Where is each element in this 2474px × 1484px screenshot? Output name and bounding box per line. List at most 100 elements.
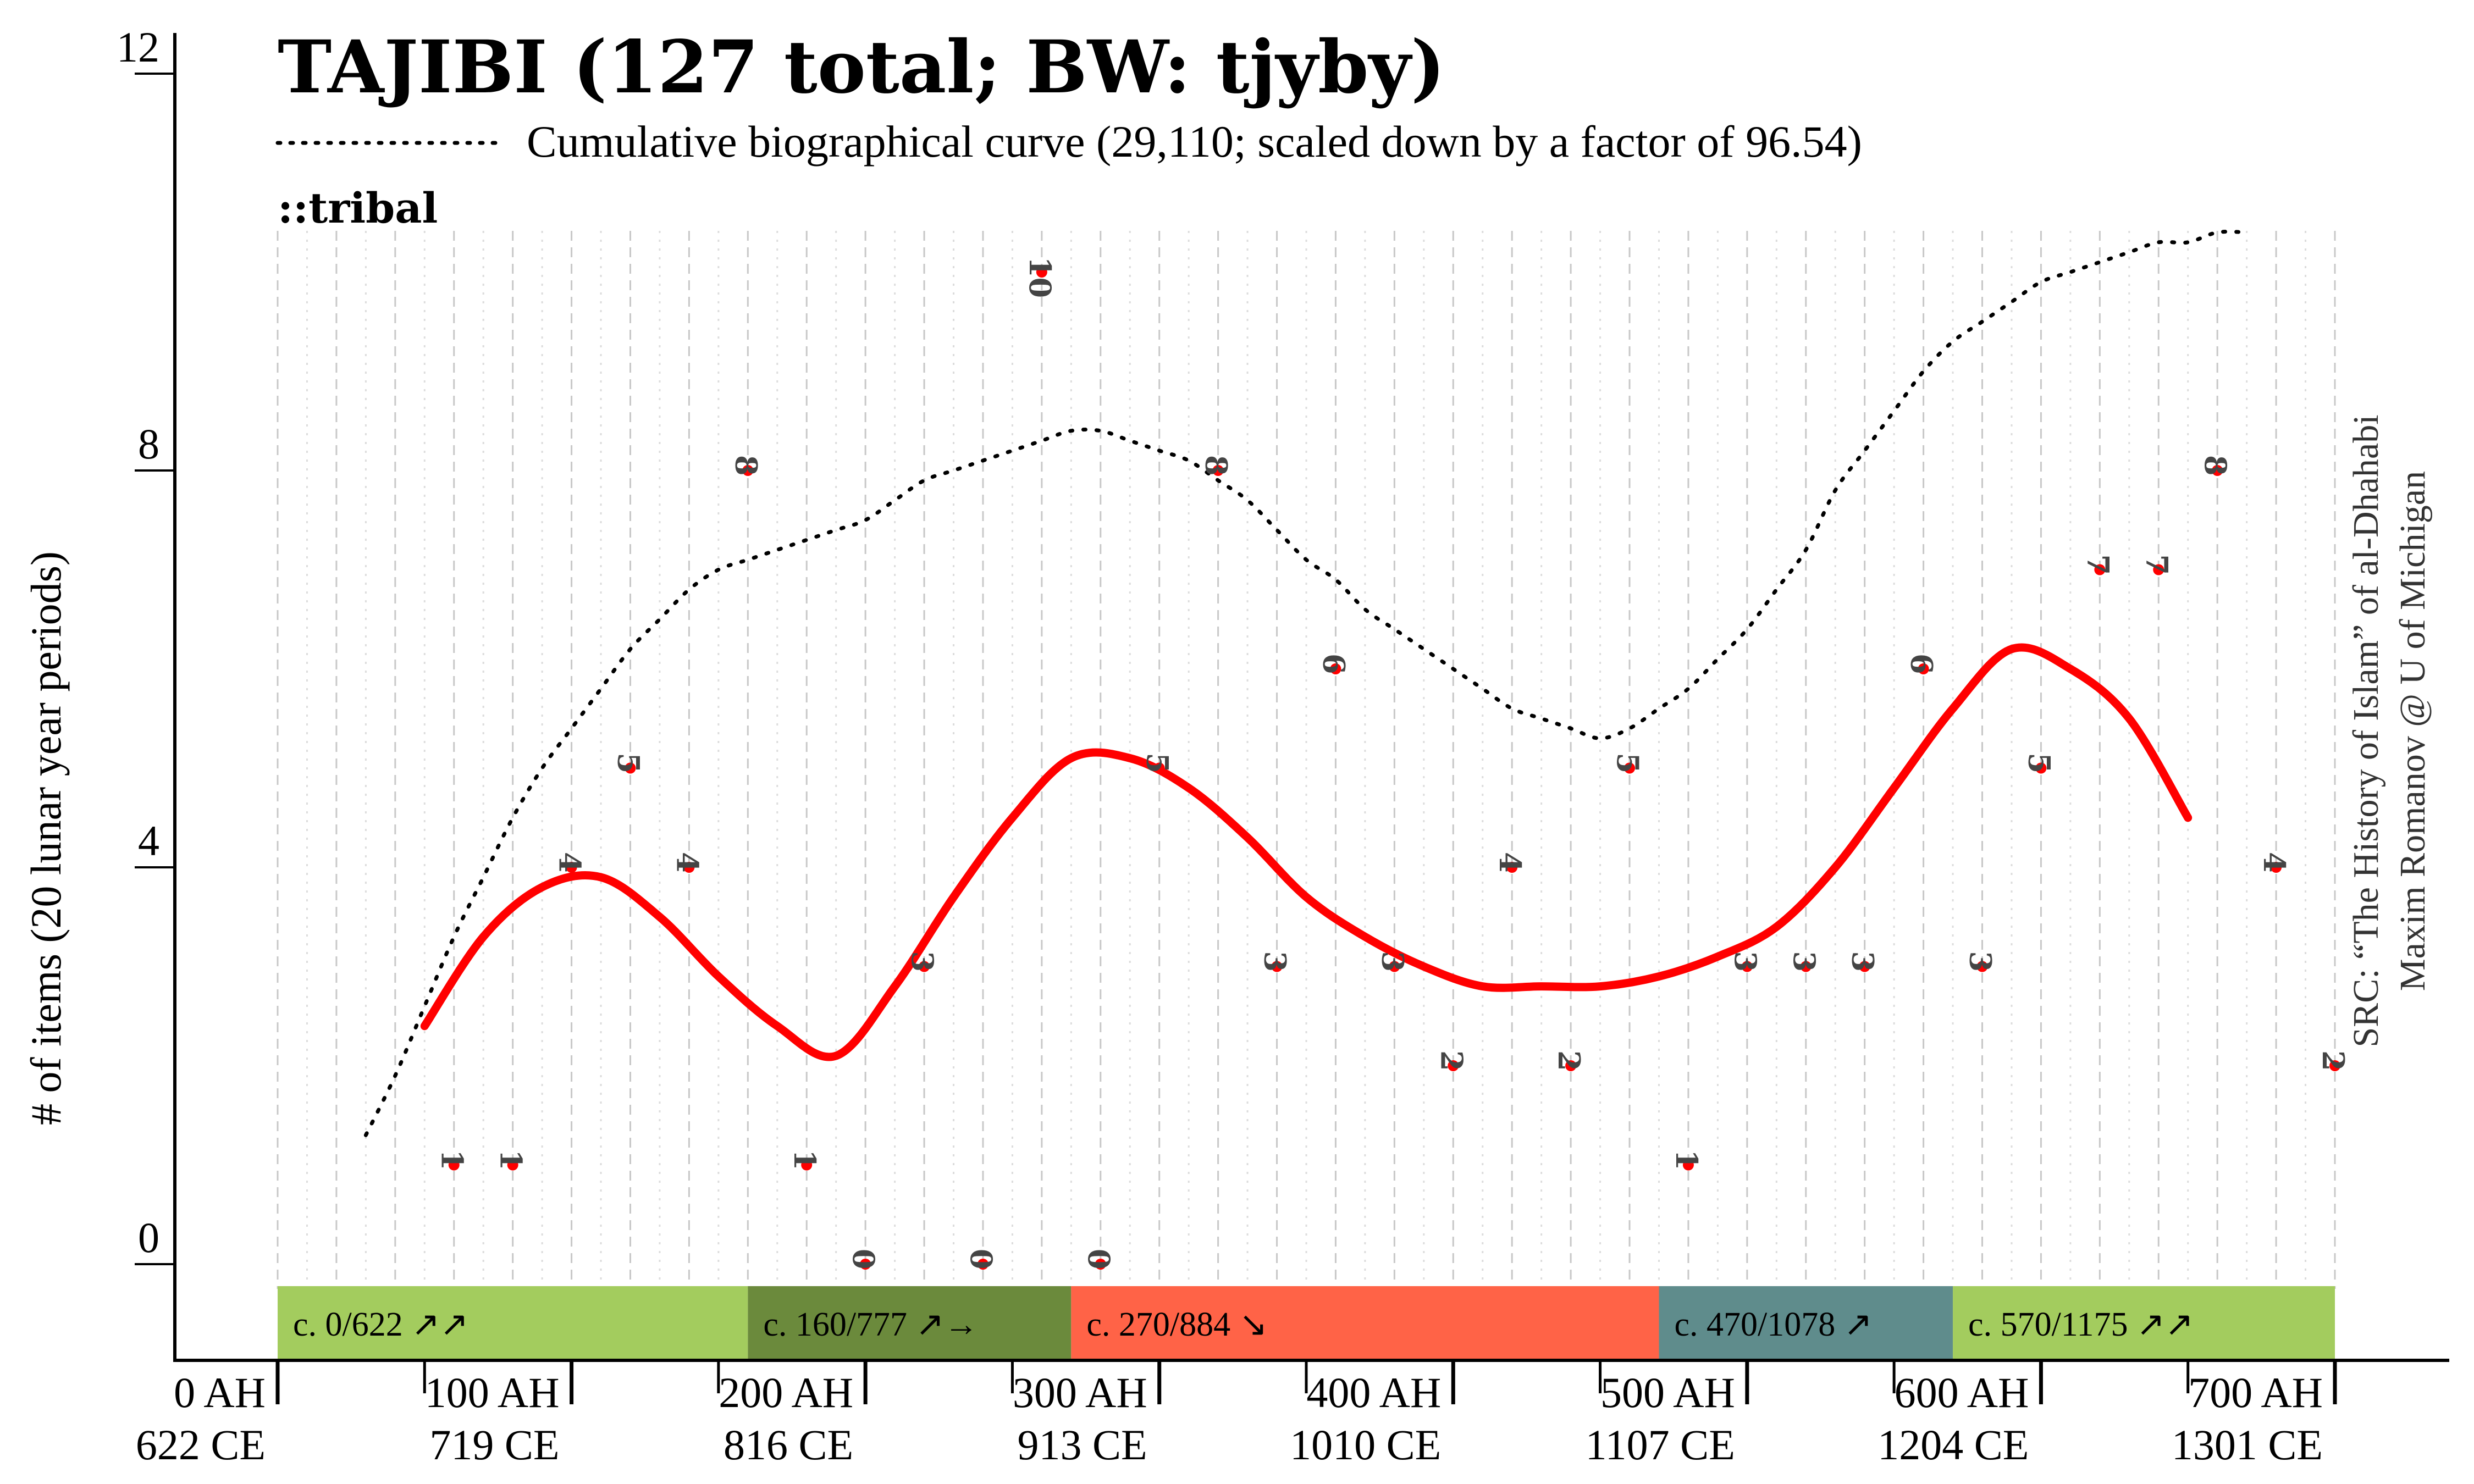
data-point: [1859, 961, 1870, 972]
period-label: c. 0/622 ↗↗: [293, 1306, 468, 1343]
data-point: [1741, 961, 1753, 972]
data-point: [860, 1259, 871, 1270]
data-point-label: 8: [728, 455, 764, 476]
x-tick-label-ce: 1204 CE: [1877, 1421, 2029, 1469]
data-point: [1506, 862, 1518, 873]
data-point-label: 10: [1023, 257, 1058, 298]
x-tick-label-ce: 1301 CE: [2172, 1421, 2323, 1469]
data-point-label: 7: [2080, 555, 2116, 575]
data-point-label: 3: [1846, 951, 1881, 972]
x-tick-label-ce: 1010 CE: [1290, 1421, 1441, 1469]
data-point: [1448, 1060, 1459, 1071]
data-point-label: 0: [964, 1249, 999, 1270]
data-point-label: 8: [2198, 455, 2233, 476]
data-point-label: 2: [1434, 1050, 1469, 1071]
x-tick-label-ah: 700 AH: [2188, 1369, 2323, 1416]
data-point: [2153, 564, 2164, 575]
data-point-label: 1: [494, 1150, 529, 1171]
period-bands: c. 0/622 ↗↗ c. 160/777 ↗→ c. 270/884 ↘ c. 4…: [278, 1286, 2335, 1359]
period-label: c. 570/1175 ↗↗: [1968, 1306, 2194, 1343]
data-point-label: 4: [2257, 852, 2292, 873]
data-point-label: 7: [2139, 555, 2174, 575]
y-tick-label: 8: [138, 420, 159, 468]
x-tick-label-ah: 600 AH: [1895, 1369, 2029, 1416]
x-tick-label-ah: 100 AH: [425, 1369, 560, 1416]
y-tick-label: 4: [138, 817, 159, 865]
data-point: [1036, 267, 1047, 278]
data-point-label: 2: [2316, 1050, 2351, 1071]
smoothed-curve: [420, 643, 2193, 1061]
data-point: [625, 762, 636, 774]
data-point: [683, 862, 695, 873]
period-band: [1659, 1286, 1953, 1359]
cumulative-curve: [363, 229, 2249, 1137]
x-tick-label-ah: 200 AH: [719, 1369, 853, 1416]
data-point: [1212, 465, 1224, 476]
data-point-label: 5: [611, 753, 646, 774]
data-point-label: 4: [670, 852, 705, 873]
data-point: [1976, 961, 1988, 972]
data-point-label: 5: [1140, 753, 1175, 774]
data-point: [1271, 961, 1283, 972]
y-tick-label: 0: [138, 1214, 159, 1261]
data-point-label: 4: [553, 852, 588, 873]
data-point: [507, 1159, 518, 1171]
data-point-label: 3: [1258, 951, 1293, 972]
data-point: [2094, 564, 2106, 575]
data-point: [1800, 961, 1812, 972]
data-point: [919, 961, 930, 972]
x-tick-label-ce: 719 CE: [429, 1421, 559, 1469]
chart-title: TAJIBI (127 total; BW: tjyby): [278, 25, 1445, 110]
data-point: [2212, 465, 2223, 476]
cumulative-legend-text: Cumulative biographical curve (29,110; s…: [527, 117, 1862, 167]
data-point-label: 4: [1493, 852, 1528, 873]
data-point: [2329, 1060, 2340, 1071]
x-tick-label-ce: 913 CE: [1018, 1421, 1147, 1469]
x-tick-label-ah: 300 AH: [1013, 1369, 1147, 1416]
data-point: [1389, 961, 1400, 972]
x-tick-label-ah: 400 AH: [1306, 1369, 1441, 1416]
data-point: [2271, 862, 2282, 873]
data-point-label: 3: [1787, 951, 1822, 972]
data-point-label: 1: [1669, 1150, 1704, 1171]
x-tick-label-ce: 622 CE: [136, 1421, 266, 1469]
source-credit: SRC: “The History of Islam” of al-Dhahab…: [2346, 414, 2386, 1047]
period-band: [1953, 1286, 2335, 1359]
period-label: c. 270/884 ↘: [1086, 1306, 1267, 1343]
x-tick-label-ce: 1107 CE: [1586, 1421, 1735, 1469]
smoothed-line: [420, 643, 2193, 1061]
data-point-label: 6: [1316, 654, 1351, 674]
period-band: [748, 1286, 1072, 1359]
data-point: [1624, 762, 1636, 774]
grid-lines: [277, 231, 2336, 1289]
data-point-label: 3: [1963, 951, 1998, 972]
data-point-label: 5: [1610, 753, 1645, 774]
data-point-label: 0: [1081, 1249, 1117, 1270]
data-point: [1153, 762, 1165, 774]
data-point: [448, 1159, 460, 1171]
data-point-label: 3: [905, 951, 940, 972]
data-point: [1918, 663, 1929, 674]
category-tag: ::tribal: [278, 184, 438, 232]
data-point-label: 3: [1375, 951, 1410, 972]
data-point: [801, 1159, 813, 1171]
data-point-label: 8: [1199, 455, 1234, 476]
data-point-label: 0: [846, 1249, 881, 1270]
y-tick-label: 12: [117, 23, 159, 71]
period-label: c. 160/777 ↗→: [763, 1306, 978, 1343]
data-point-label: 2: [1551, 1050, 1587, 1071]
data-point: [2035, 762, 2047, 774]
data-point-label: 1: [787, 1150, 822, 1171]
data-point: [1330, 663, 1341, 674]
period-band: [1071, 1286, 1659, 1359]
x-tick-label-ah: 0 AH: [174, 1369, 266, 1416]
data-point: [1095, 1259, 1106, 1270]
data-point: [742, 465, 754, 476]
period-label: c. 470/1078 ↗: [1674, 1306, 1872, 1343]
author-credit: Maxim Romanov @ U of Michigan: [2393, 471, 2433, 991]
axes: [173, 33, 2449, 1362]
data-point-label: 1: [435, 1150, 470, 1171]
